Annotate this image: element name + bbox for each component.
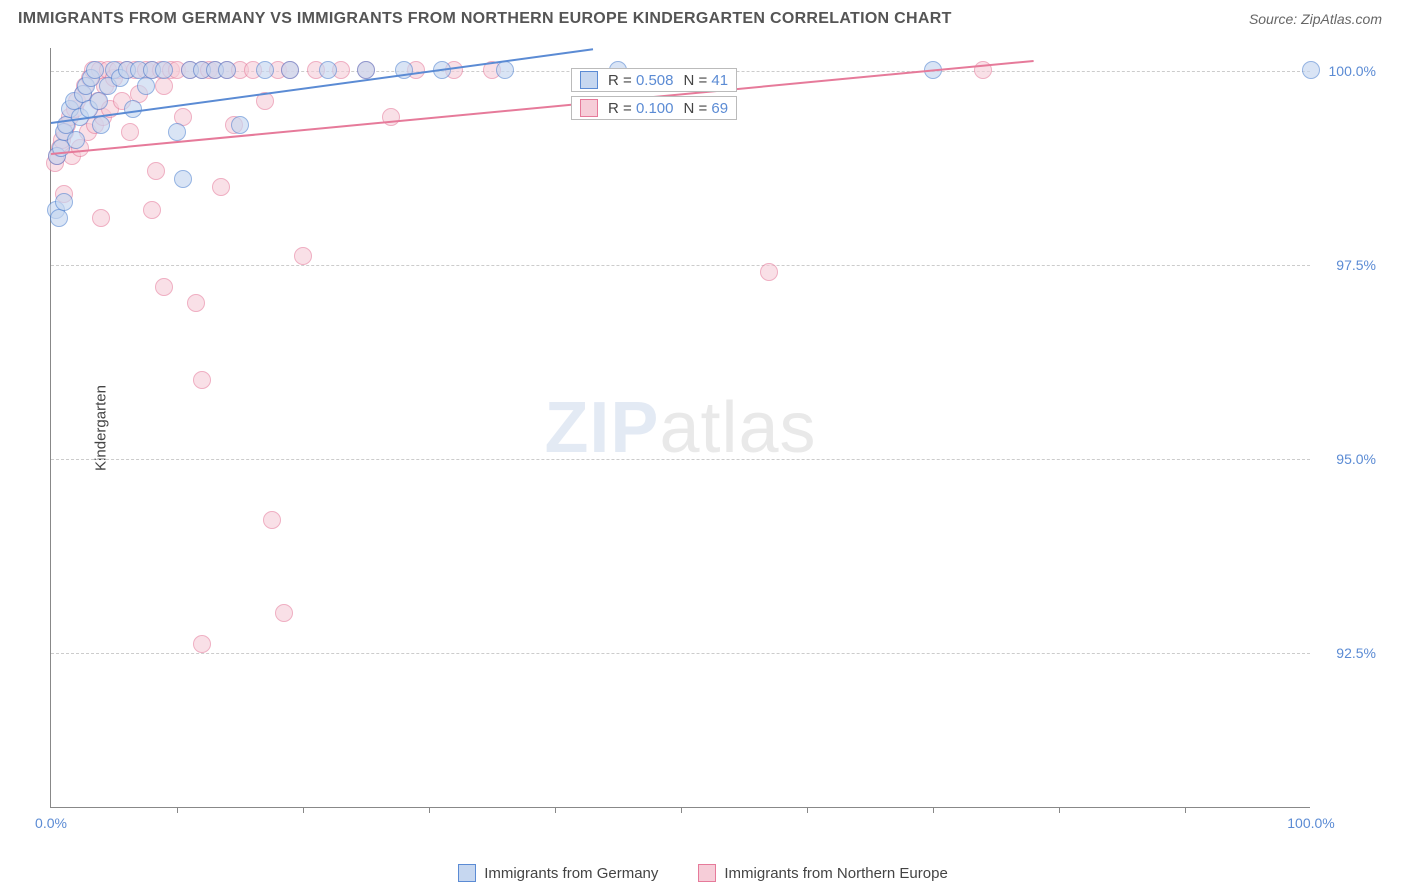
- scatter-point-neurope: [147, 162, 165, 180]
- x-minor-tick: [303, 807, 304, 813]
- legend-label: Immigrants from Germany: [484, 865, 658, 882]
- scatter-point-germany: [174, 170, 192, 188]
- x-minor-tick: [429, 807, 430, 813]
- scatter-point-germany: [50, 209, 68, 227]
- scatter-point-neurope: [92, 209, 110, 227]
- scatter-point-germany: [231, 116, 249, 134]
- y-tick-label: 97.5%: [1316, 257, 1376, 273]
- legend-swatch-icon: [458, 864, 476, 882]
- gridline: [51, 653, 1310, 654]
- stats-n-label: N = 69: [683, 100, 728, 117]
- watermark: ZIPatlas: [544, 387, 816, 469]
- y-tick-label: 95.0%: [1316, 451, 1376, 467]
- gridline: [51, 459, 1310, 460]
- scatter-point-neurope: [143, 201, 161, 219]
- scatter-point-germany: [281, 61, 299, 79]
- scatter-point-neurope: [187, 294, 205, 312]
- y-tick-label: 92.5%: [1316, 645, 1376, 661]
- x-minor-tick: [681, 807, 682, 813]
- x-tick-label: 100.0%: [1287, 815, 1334, 831]
- scatter-point-germany: [256, 61, 274, 79]
- stats-r-label: R = 0.100: [608, 100, 673, 117]
- x-minor-tick: [1059, 807, 1060, 813]
- scatter-point-germany: [1302, 61, 1320, 79]
- chart-title: IMMIGRANTS FROM GERMANY VS IMMIGRANTS FR…: [18, 10, 952, 28]
- trend-line-germany: [51, 48, 593, 124]
- scatter-point-neurope: [155, 77, 173, 95]
- scatter-point-germany: [86, 61, 104, 79]
- y-tick-label: 100.0%: [1316, 63, 1376, 79]
- scatter-point-neurope: [155, 278, 173, 296]
- stats-swatch-icon: [580, 71, 598, 89]
- scatter-point-germany: [168, 123, 186, 141]
- scatter-point-germany: [496, 61, 514, 79]
- scatter-point-neurope: [760, 263, 778, 281]
- stats-n-label: N = 41: [683, 72, 728, 89]
- scatter-point-neurope: [263, 511, 281, 529]
- scatter-point-neurope: [193, 371, 211, 389]
- scatter-point-neurope: [212, 178, 230, 196]
- stats-box-neurope: R = 0.100 N = 69: [571, 96, 737, 120]
- stats-r-label: R = 0.508: [608, 72, 673, 89]
- gridline: [51, 265, 1310, 266]
- plot-container: Kindergarten ZIPatlas 92.5%95.0%97.5%100…: [50, 48, 1380, 808]
- scatter-point-germany: [90, 92, 108, 110]
- legend-item-neurope: Immigrants from Northern Europe: [698, 864, 947, 882]
- scatter-point-neurope: [121, 123, 139, 141]
- x-minor-tick: [933, 807, 934, 813]
- scatter-point-germany: [92, 116, 110, 134]
- legend-label: Immigrants from Northern Europe: [724, 865, 947, 882]
- x-minor-tick: [555, 807, 556, 813]
- scatter-point-germany: [218, 61, 236, 79]
- scatter-point-germany: [155, 61, 173, 79]
- scatter-point-germany: [137, 77, 155, 95]
- chart-source: Source: ZipAtlas.com: [1249, 11, 1382, 27]
- scatter-point-germany: [357, 61, 375, 79]
- legend: Immigrants from Germany Immigrants from …: [0, 864, 1406, 882]
- scatter-point-neurope: [193, 635, 211, 653]
- scatter-point-germany: [55, 193, 73, 211]
- scatter-point-neurope: [275, 604, 293, 622]
- scatter-point-germany: [319, 61, 337, 79]
- scatter-point-germany: [67, 131, 85, 149]
- scatter-point-neurope: [294, 247, 312, 265]
- x-minor-tick: [1185, 807, 1186, 813]
- legend-swatch-icon: [698, 864, 716, 882]
- x-minor-tick: [177, 807, 178, 813]
- legend-item-germany: Immigrants from Germany: [458, 864, 658, 882]
- x-minor-tick: [807, 807, 808, 813]
- x-tick-label: 0.0%: [35, 815, 67, 831]
- stats-swatch-icon: [580, 99, 598, 117]
- scatter-plot: ZIPatlas 92.5%95.0%97.5%100.0%0.0%100.0%…: [50, 48, 1310, 808]
- stats-box-germany: R = 0.508 N = 41: [571, 68, 737, 92]
